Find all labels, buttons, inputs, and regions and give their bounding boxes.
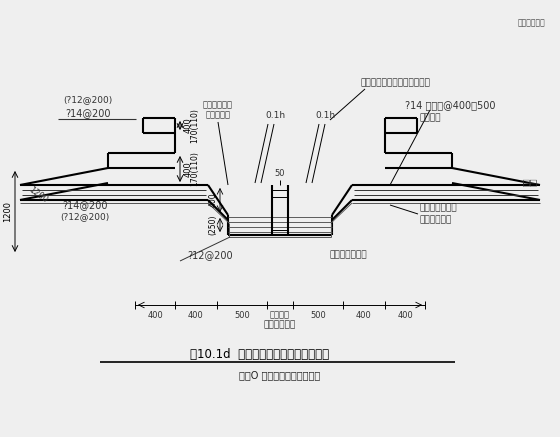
Text: 后浇带宽: 后浇带宽 [270, 311, 290, 319]
Text: 按建筑要求采用: 按建筑要求采用 [330, 250, 367, 260]
Text: 400: 400 [356, 311, 372, 319]
Text: 50: 50 [275, 169, 285, 177]
Text: 混凝土侧面铺专用钢板网隔断: 混凝土侧面铺专用钢板网隔断 [360, 79, 430, 87]
Text: 400: 400 [208, 193, 217, 207]
Text: 400: 400 [184, 118, 193, 133]
Text: 仅底板用: 仅底板用 [420, 114, 441, 122]
Text: 0.1h: 0.1h [265, 111, 285, 119]
Text: 400: 400 [184, 161, 193, 177]
Text: 橡胶卷材防水: 橡胶卷材防水 [420, 215, 452, 225]
Text: 500: 500 [234, 311, 250, 319]
Text: 固定
位置: 固定 位置 [523, 178, 537, 186]
Text: 图10.1d  防水地下室底板和外墙后浇带: 图10.1d 防水地下室底板和外墙后浇带 [190, 348, 329, 361]
Text: 0.1h: 0.1h [315, 111, 335, 119]
Text: 170(110): 170(110) [190, 152, 199, 187]
Text: ?14@200: ?14@200 [62, 200, 108, 210]
Text: 欧旭御景别墅: 欧旭御景别墅 [517, 18, 545, 27]
Text: ?12@200: ?12@200 [187, 250, 233, 260]
Text: 详见具体说明: 详见具体说明 [264, 320, 296, 329]
Text: 170(110): 170(110) [190, 108, 199, 143]
Text: 止水橡胶嵌缝
（隧道用）: 止水橡胶嵌缝 （隧道用） [203, 101, 233, 120]
Text: (?12@200): (?12@200) [60, 212, 110, 222]
Text: ?14@200: ?14@200 [66, 108, 111, 118]
Text: 1200: 1200 [3, 201, 12, 222]
Text: (?12@200): (?12@200) [63, 96, 113, 104]
Text: ?14 梁立筋@400～500: ?14 梁立筋@400～500 [405, 100, 495, 110]
Text: 注：O 内数字用于地下室外墙: 注：O 内数字用于地下室外墙 [239, 370, 321, 380]
Text: 400: 400 [147, 311, 163, 319]
Text: (250): (250) [208, 215, 217, 235]
Text: 400: 400 [397, 311, 413, 319]
Text: 1200: 1200 [27, 185, 49, 205]
Text: 三元乙丙或氯丁: 三元乙丙或氯丁 [420, 204, 458, 212]
Text: 400: 400 [188, 311, 204, 319]
Text: 500: 500 [310, 311, 326, 319]
